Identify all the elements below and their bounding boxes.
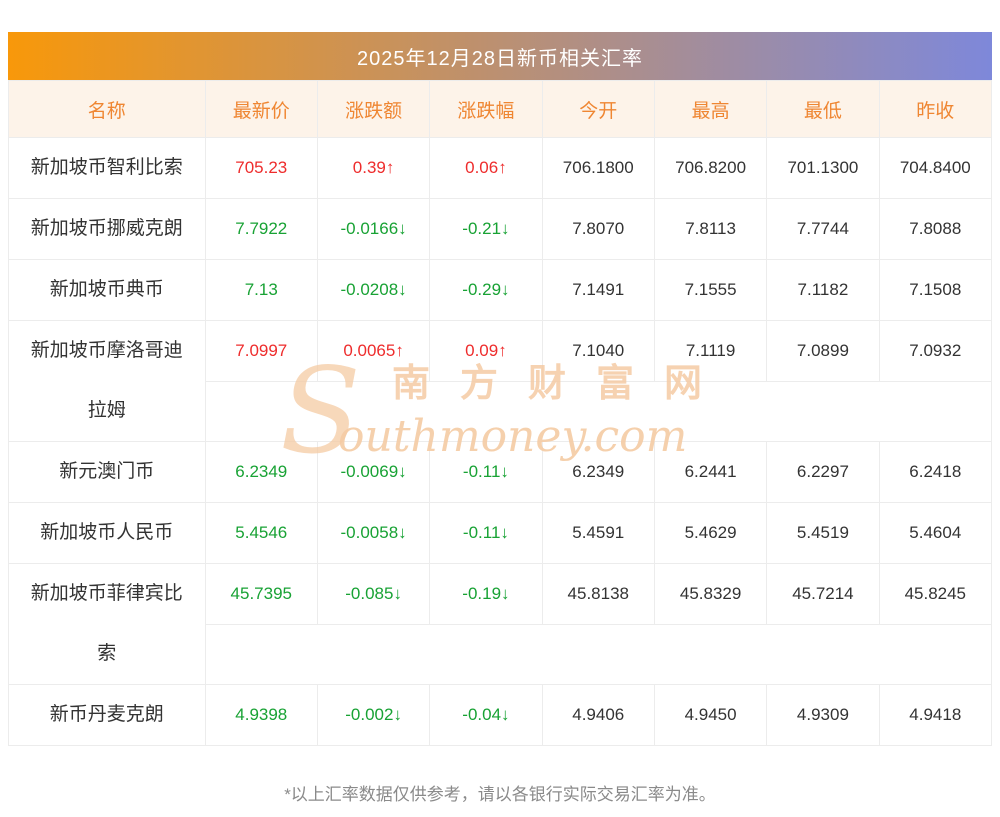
cell-high: 7.8113 [653,198,768,260]
cell-high: 7.1555 [653,259,768,321]
col-header-name: 名称 [8,80,206,138]
cell-prev: 4.9418 [878,684,993,746]
cell-open: 7.1040 [541,320,655,382]
cell-low: 7.1182 [766,259,880,321]
col-header-latest: 最新价 [204,80,318,138]
cell-low: 45.7214 [766,563,880,625]
cell-latest: 4.9398 [204,684,318,746]
spacer-cell [204,623,993,685]
cell-change: -0.0069↓ [316,441,431,503]
cell-prev: 704.8400 [878,137,993,199]
table-row: 新币丹麦克朗 4.9398 -0.002↓ -0.04↓ 4.9406 4.94… [8,684,993,746]
table-row: 新加坡币人民币 5.4546 -0.0058↓ -0.11↓ 5.4591 5.… [8,502,993,564]
cell-change: -0.085↓ [316,563,431,625]
cell-prev: 7.1508 [878,259,993,321]
table-row: 新加坡币摩洛哥迪拉姆 7.0997 0.0065↑ 0.09↑ 7.1040 7… [8,320,993,442]
cell-name: 新加坡币典币 [8,259,206,321]
spacer-row [9,380,993,442]
cell-latest: 5.4546 [204,502,318,564]
cell-name: 新加坡币人民币 [8,502,206,564]
cell-change: 0.39↑ [316,137,431,199]
cell-pct: -0.29↓ [429,259,543,321]
table-row: 新加坡币典币 7.13 -0.0208↓ -0.29↓ 7.1491 7.155… [8,259,993,321]
disclaimer-text: *以上汇率数据仅供参考，请以各银行实际交易汇率为准。 [284,785,716,804]
cell-high: 45.8329 [653,563,768,625]
cell-open: 6.2349 [541,441,655,503]
col-header-high: 最高 [653,80,768,138]
cell-open: 5.4591 [541,502,655,564]
table-row: 新加坡币菲律宾比索 45.7395 -0.085↓ -0.19↓ 45.8138… [8,563,993,685]
cell-low: 7.0899 [766,320,880,382]
cell-pct: -0.21↓ [429,198,543,260]
cell-low: 4.9309 [766,684,880,746]
cell-high: 5.4629 [653,502,768,564]
cell-high: 706.8200 [653,137,768,199]
table-row: 新元澳门币 6.2349 -0.0069↓ -0.11↓ 6.2349 6.24… [8,441,993,503]
cell-low: 701.1300 [766,137,880,199]
cell-pct: 0.09↑ [429,320,543,382]
cell-pct: -0.04↓ [429,684,543,746]
col-header-prev: 昨收 [878,80,993,138]
cell-change: -0.002↓ [316,684,431,746]
header-row: 名称 最新价 涨跌额 涨跌幅 今开 最高 最低 昨收 [8,80,993,138]
cell-pct: -0.11↓ [429,441,543,503]
cell-low: 5.4519 [766,502,880,564]
cell-latest: 7.7922 [204,198,318,260]
cell-prev: 7.8088 [878,198,993,260]
cell-open: 7.8070 [541,198,655,260]
cell-open: 706.1800 [541,137,655,199]
cell-low: 7.7744 [766,198,880,260]
cell-prev: 45.8245 [878,563,993,625]
cell-name: 新币丹麦克朗 [8,684,206,746]
col-header-open: 今开 [541,80,655,138]
cell-high: 6.2441 [653,441,768,503]
cell-name: 新加坡币挪威克朗 [8,198,206,260]
cell-change: -0.0208↓ [316,259,431,321]
table-row: 新加坡币智利比索 705.23 0.39↑ 0.06↑ 706.1800 706… [8,137,993,199]
cell-latest: 45.7395 [204,563,318,625]
page-title: 2025年12月28日新币相关汇率 [8,32,992,80]
cell-high: 4.9450 [653,684,768,746]
table-row: 新加坡币挪威克朗 7.7922 -0.0166↓ -0.21↓ 7.8070 7… [8,198,993,260]
col-header-change: 涨跌额 [316,80,431,138]
col-header-pct: 涨跌幅 [429,80,543,138]
cell-low: 6.2297 [766,441,880,503]
cell-open: 4.9406 [541,684,655,746]
cell-pct: -0.19↓ [429,563,543,625]
cell-latest: 7.0997 [204,320,318,382]
cell-name: 新元澳门币 [8,441,206,503]
cell-change: -0.0166↓ [316,198,431,260]
cell-open: 45.8138 [541,563,655,625]
cell-change: 0.0065↑ [316,320,431,382]
spacer-cell [204,380,993,442]
cell-latest: 705.23 [204,137,318,199]
cell-name: 新加坡币智利比索 [8,137,206,199]
cell-prev: 5.4604 [878,502,993,564]
col-header-low: 最低 [766,80,880,138]
cell-latest: 7.13 [204,259,318,321]
cell-name: 新加坡币菲律宾比索 [8,563,206,685]
cell-high: 7.1119 [653,320,768,382]
cell-prev: 7.0932 [878,320,993,382]
cell-name: 新加坡币摩洛哥迪拉姆 [8,320,206,442]
cell-open: 7.1491 [541,259,655,321]
cell-prev: 6.2418 [878,441,993,503]
cell-pct: -0.11↓ [429,502,543,564]
cell-latest: 6.2349 [204,441,318,503]
cell-pct: 0.06↑ [429,137,543,199]
cell-change: -0.0058↓ [316,502,431,564]
rates-table: 名称 最新价 涨跌额 涨跌幅 今开 最高 最低 昨收 新加坡币智利比索 705.… [8,80,993,746]
